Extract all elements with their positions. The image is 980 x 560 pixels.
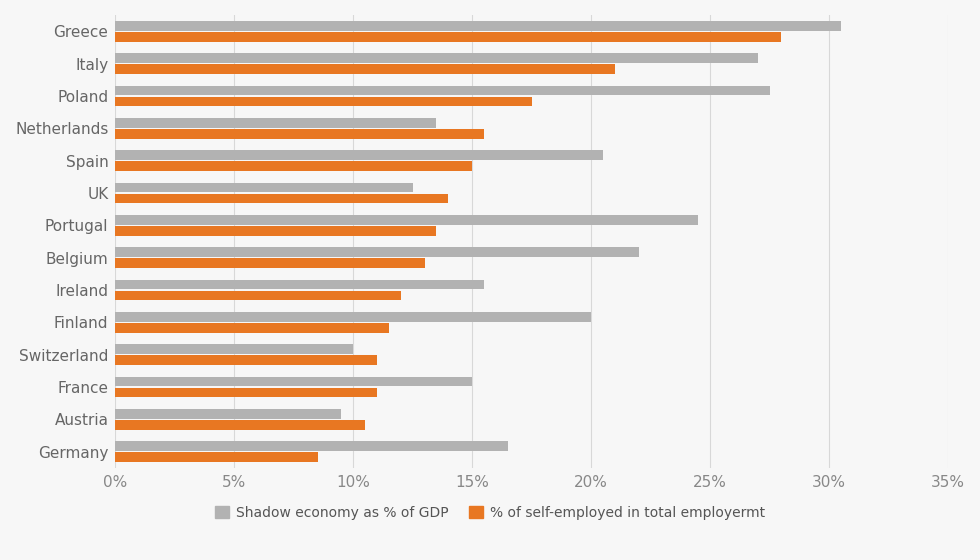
Bar xyxy=(116,377,472,386)
Bar xyxy=(116,258,424,268)
Bar xyxy=(116,183,413,192)
Bar xyxy=(116,355,377,365)
Bar xyxy=(116,226,436,236)
Legend: Shadow economy as % of GDP, % of self-employed in total employermt: Shadow economy as % of GDP, % of self-em… xyxy=(215,506,765,520)
Bar xyxy=(116,53,758,63)
Bar xyxy=(116,21,841,31)
Bar xyxy=(116,215,698,225)
Bar xyxy=(116,323,389,333)
Bar xyxy=(116,291,401,300)
Bar xyxy=(116,279,484,290)
Bar xyxy=(116,452,318,462)
Bar xyxy=(116,420,366,430)
Bar xyxy=(116,161,472,171)
Bar xyxy=(116,409,341,419)
Bar xyxy=(116,129,484,138)
Bar xyxy=(116,248,639,257)
Bar xyxy=(116,118,436,128)
Bar xyxy=(116,194,449,203)
Bar xyxy=(116,312,591,321)
Bar xyxy=(116,441,508,451)
Bar xyxy=(116,96,532,106)
Bar xyxy=(116,64,614,74)
Bar xyxy=(116,32,781,41)
Bar xyxy=(116,86,769,95)
Bar xyxy=(116,388,377,398)
Bar xyxy=(116,344,353,354)
Bar xyxy=(116,150,603,160)
